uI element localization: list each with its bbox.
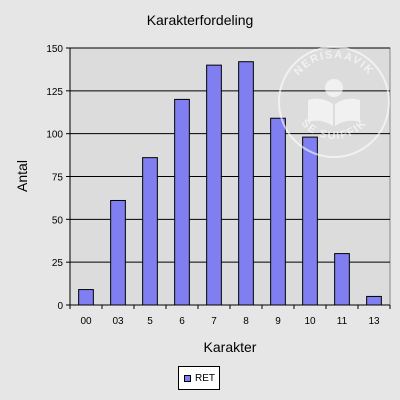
bar xyxy=(366,295,382,306)
bar xyxy=(238,61,254,306)
legend-label: RET xyxy=(195,372,215,384)
bar xyxy=(206,64,222,306)
y-tick-label: 100 xyxy=(46,130,63,141)
x-tick-label: 00 xyxy=(80,316,92,327)
y-tick-label: 75 xyxy=(52,173,64,184)
bar xyxy=(142,157,158,306)
bar xyxy=(110,199,126,306)
book-icon xyxy=(308,79,360,126)
y-axis-label: Antal xyxy=(14,160,30,192)
x-tick-label: 03 xyxy=(112,316,124,327)
svg-text:NERISAAVIK: NERISAAVIK xyxy=(292,49,376,78)
y-tick-label: 150 xyxy=(46,44,63,55)
y-axis: 0 25 50 75 100 125 150 xyxy=(46,44,71,312)
x-tick-label: 6 xyxy=(179,316,185,327)
x-axis: 00 03 5 6 7 8 9 10 11 13 xyxy=(69,304,391,327)
y-tick-label: 0 xyxy=(57,301,63,312)
bar xyxy=(78,289,94,306)
x-tick-label: 10 xyxy=(304,316,316,327)
y-tick-label: 125 xyxy=(46,87,63,98)
legend: RET xyxy=(178,366,220,390)
x-tick-label: 5 xyxy=(147,316,153,327)
bar xyxy=(334,253,350,306)
y-tick-label: 25 xyxy=(52,258,64,269)
watermark-top-text: NERISAAVIK xyxy=(292,49,375,78)
x-axis-label: Karakter xyxy=(204,339,257,355)
x-tick-label: 13 xyxy=(368,316,380,327)
legend-swatch xyxy=(184,374,191,382)
watermark-seal: NERISAAVIK SE SUIFFIK xyxy=(278,46,390,158)
bar xyxy=(174,98,190,306)
x-tick-label: 9 xyxy=(275,316,281,327)
x-tick-label: 11 xyxy=(337,316,348,327)
bars xyxy=(78,61,382,306)
y-tick-label: 50 xyxy=(52,215,64,226)
bar xyxy=(302,136,318,306)
x-tick-label: 7 xyxy=(211,316,217,327)
chart-title: Karakterfordeling xyxy=(147,12,254,28)
x-tick-label: 8 xyxy=(243,316,249,327)
